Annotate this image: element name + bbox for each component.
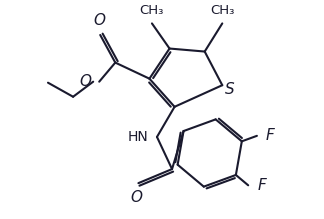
Text: F: F bbox=[266, 128, 275, 143]
Text: CH₃: CH₃ bbox=[211, 4, 235, 17]
Text: O: O bbox=[130, 190, 142, 205]
Text: F: F bbox=[257, 178, 266, 193]
Text: S: S bbox=[225, 82, 234, 97]
Text: O: O bbox=[80, 74, 92, 89]
Text: O: O bbox=[93, 13, 105, 28]
Text: HN: HN bbox=[127, 130, 148, 144]
Text: CH₃: CH₃ bbox=[139, 4, 164, 17]
